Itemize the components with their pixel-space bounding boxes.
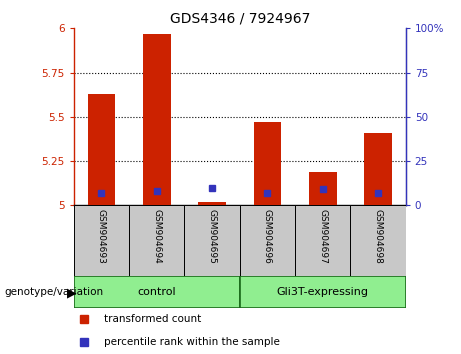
Text: ▶: ▶ [67, 287, 77, 299]
Text: percentile rank within the sample: percentile rank within the sample [104, 337, 279, 348]
Text: GSM904695: GSM904695 [207, 209, 217, 264]
Text: GSM904696: GSM904696 [263, 209, 272, 264]
Text: genotype/variation: genotype/variation [5, 287, 104, 297]
Bar [309, 172, 337, 205]
Bar [74, 205, 129, 276]
Text: GSM904697: GSM904697 [318, 209, 327, 264]
Bar [74, 276, 240, 308]
Bar [295, 205, 350, 276]
Text: GSM904694: GSM904694 [152, 209, 161, 264]
Bar [350, 205, 406, 276]
Text: Gli3T-expressing: Gli3T-expressing [277, 287, 369, 297]
Bar [364, 133, 392, 205]
Bar [198, 202, 226, 205]
Text: GSM904698: GSM904698 [373, 209, 383, 264]
Text: GSM904693: GSM904693 [97, 209, 106, 264]
Text: transformed count: transformed count [104, 314, 201, 325]
Bar [143, 34, 171, 205]
Bar [254, 122, 281, 205]
Text: control: control [137, 287, 176, 297]
Bar [88, 94, 115, 205]
Bar [129, 205, 184, 276]
Title: GDS4346 / 7924967: GDS4346 / 7924967 [170, 12, 310, 26]
Bar [240, 276, 406, 308]
Bar [240, 205, 295, 276]
Bar [184, 205, 240, 276]
